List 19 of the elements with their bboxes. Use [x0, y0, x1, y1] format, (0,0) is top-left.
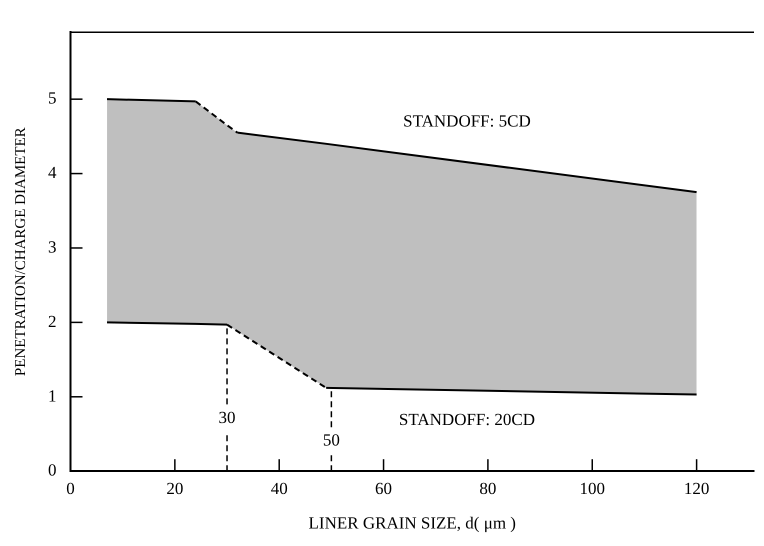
- y-tick-label: 2: [48, 312, 56, 331]
- annotation: STANDOFF: 5CD: [403, 112, 531, 131]
- ref-line-label: 30: [218, 408, 236, 427]
- ref-line-label: 50: [322, 430, 340, 450]
- y-tick-label: 3: [48, 237, 56, 256]
- annotation: STANDOFF: 20CD: [398, 410, 535, 429]
- x-tick-label: 60: [375, 478, 392, 498]
- x-tick-label: 120: [684, 478, 710, 498]
- x-tick-label: 80: [479, 478, 496, 498]
- x-tick-label: 40: [270, 478, 288, 498]
- y-tick-label: 5: [48, 88, 56, 108]
- y-axis-title: PENETRATION/CHARGE DIAMETER: [12, 127, 29, 376]
- x-tick-label: 100: [580, 478, 606, 498]
- x-tick-label: 0: [66, 478, 75, 498]
- y-tick-label: 0: [48, 460, 56, 480]
- x-axis-title: LINER GRAIN SIZE, d( μm ): [308, 513, 516, 532]
- y-tick-label: 4: [48, 163, 57, 182]
- x-tick-label: 20: [166, 478, 184, 498]
- y-tick-label: 1: [48, 386, 56, 406]
